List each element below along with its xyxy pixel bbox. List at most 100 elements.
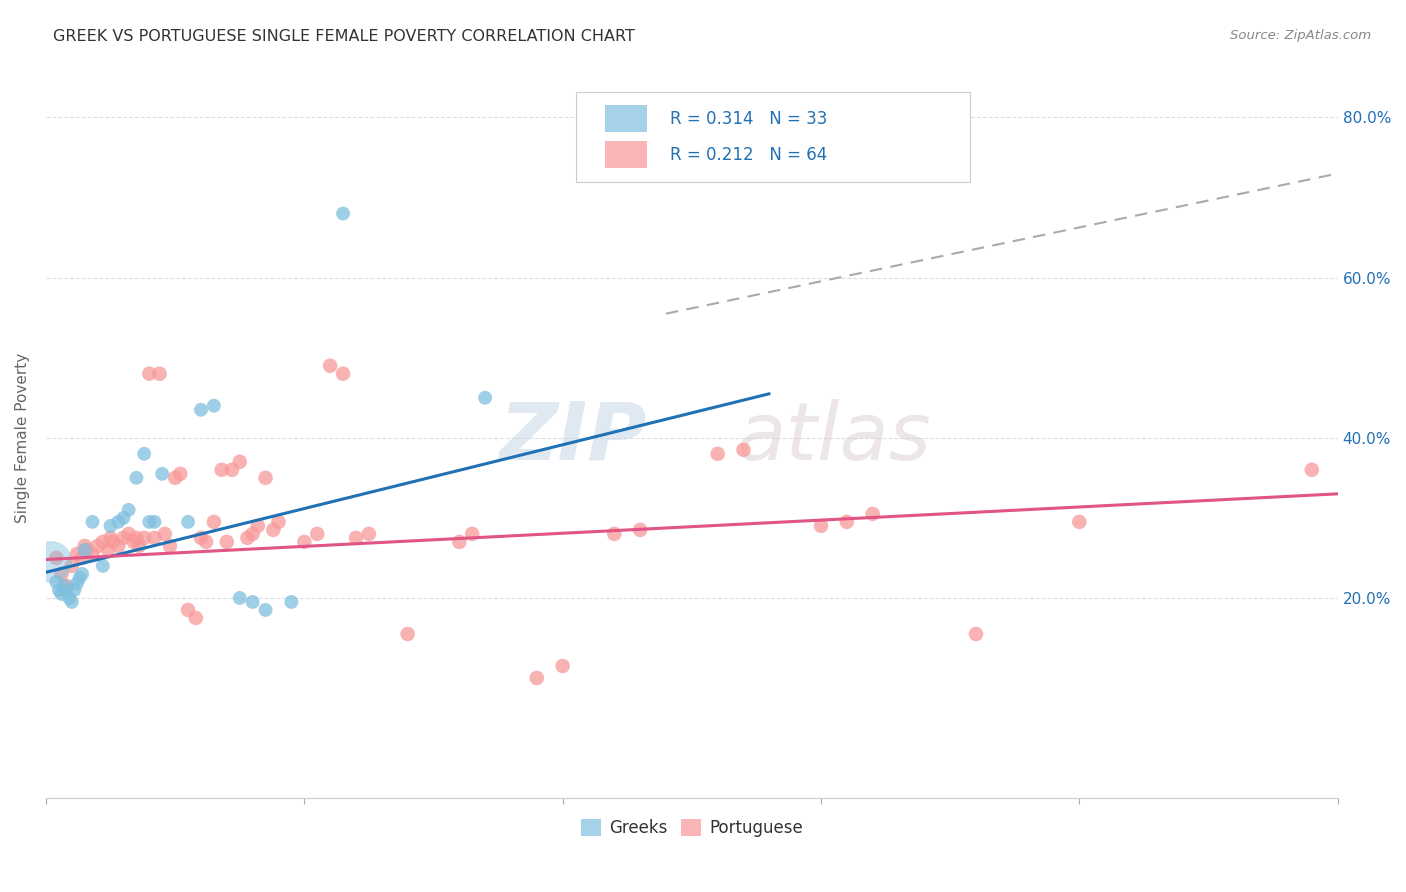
Point (91, 558, 114, 573)
Point (134, 531, 156, 545)
Point (107, 515, 129, 529)
Point (862, 507, 884, 521)
Point (143, 515, 166, 529)
Point (150, 467, 173, 481)
Point (190, 531, 212, 545)
Point (60, 558, 83, 573)
Point (51, 566, 73, 581)
Point (628, 523, 651, 537)
Text: atlas: atlas (737, 399, 932, 477)
Text: R = 0.212   N = 64: R = 0.212 N = 64 (669, 145, 827, 163)
Y-axis label: Single Female Poverty: Single Female Poverty (15, 352, 30, 523)
Point (228, 591, 250, 605)
Point (344, 531, 367, 545)
Text: ZIP: ZIP (499, 399, 647, 477)
Point (159, 539, 181, 553)
Point (107, 539, 129, 553)
Point (215, 535, 238, 549)
Point (86, 539, 108, 553)
Point (280, 595, 302, 609)
Point (262, 523, 284, 537)
Point (125, 471, 148, 485)
Point (810, 519, 832, 533)
Point (66, 576, 89, 591)
Point (211, 463, 233, 477)
Point (307, 527, 329, 541)
Point (267, 515, 290, 529)
FancyBboxPatch shape (605, 105, 647, 132)
Point (117, 527, 139, 541)
FancyBboxPatch shape (575, 92, 970, 182)
Point (55, 579, 77, 593)
Point (449, 535, 471, 549)
Point (100, 531, 122, 545)
Point (177, 515, 200, 529)
Point (246, 519, 269, 533)
Point (332, 206, 354, 220)
Point (82, 515, 104, 529)
Point (551, 659, 574, 673)
Point (357, 527, 380, 541)
Point (177, 603, 200, 617)
Point (835, 515, 858, 529)
Point (254, 603, 277, 617)
Point (125, 531, 148, 545)
Point (254, 471, 277, 485)
Point (48, 582, 70, 597)
Point (461, 527, 484, 541)
Point (76, 542, 98, 557)
Point (153, 527, 176, 541)
Point (112, 531, 135, 545)
Point (138, 515, 160, 529)
Point (292, 535, 315, 549)
Text: R = 0.314   N = 33: R = 0.314 N = 33 (669, 110, 827, 128)
Point (190, 402, 212, 417)
Point (319, 359, 342, 373)
Point (128, 539, 150, 553)
Point (149, 367, 172, 381)
Point (60, 595, 83, 609)
Point (58, 591, 80, 605)
Point (706, 447, 728, 461)
Point (202, 515, 225, 529)
Point (39, 555, 62, 569)
Point (332, 367, 354, 381)
Point (73, 542, 96, 557)
Point (221, 463, 243, 477)
Text: GREEK VS PORTUGUESE SINGLE FEMALE POVERTY CORRELATION CHART: GREEK VS PORTUGUESE SINGLE FEMALE POVERT… (53, 29, 636, 44)
Point (138, 367, 160, 381)
Point (965, 627, 987, 641)
Point (1301, 463, 1323, 477)
Point (242, 595, 264, 609)
Point (69, 571, 91, 585)
Point (45, 574, 67, 589)
Point (169, 467, 191, 481)
Point (73, 539, 96, 553)
Point (91, 535, 114, 549)
Point (134, 447, 156, 461)
Point (70, 566, 93, 581)
Text: Source: ZipAtlas.com: Source: ZipAtlas.com (1230, 29, 1371, 42)
Point (100, 519, 122, 533)
Point (202, 399, 225, 413)
Point (195, 535, 218, 549)
Point (97, 542, 120, 557)
Point (184, 611, 207, 625)
Point (242, 527, 264, 541)
Point (236, 531, 259, 545)
Point (143, 531, 166, 545)
Point (101, 535, 124, 549)
Point (1069, 515, 1091, 529)
FancyBboxPatch shape (605, 141, 647, 169)
Legend: Greeks, Portuguese: Greeks, Portuguese (574, 813, 810, 844)
Point (45, 550, 67, 565)
Point (51, 587, 73, 601)
Point (122, 535, 145, 549)
Point (63, 582, 86, 597)
Point (228, 455, 250, 469)
Point (396, 627, 419, 641)
Point (526, 671, 548, 685)
Point (82, 547, 104, 561)
Point (70, 550, 93, 565)
Point (603, 527, 626, 541)
